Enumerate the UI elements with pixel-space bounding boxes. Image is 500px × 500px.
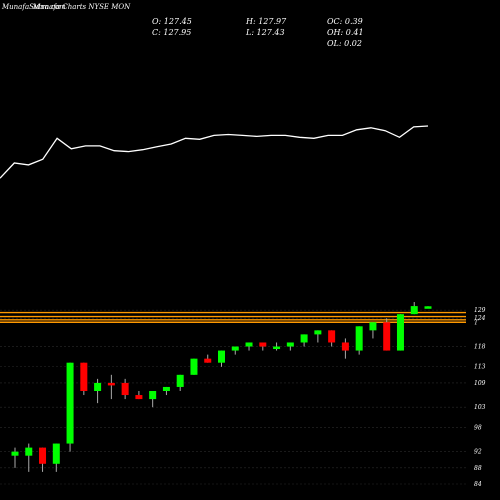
candle-body	[107, 382, 115, 386]
y-tick-label: 98	[474, 424, 482, 431]
candle-body	[94, 382, 102, 391]
candle-body	[52, 443, 60, 464]
candle-body	[162, 386, 170, 391]
candle-body	[204, 358, 212, 363]
candle-body	[410, 306, 418, 315]
candle-body	[355, 326, 363, 351]
resistance-lines	[0, 311, 466, 323]
candle-body	[424, 306, 432, 309]
y-tick-label: 129	[474, 307, 486, 314]
y-tick-label: 84	[474, 481, 482, 488]
candle-body	[259, 342, 267, 347]
y-tick-label: 124	[474, 315, 486, 322]
candle-body	[80, 362, 88, 391]
grid-lines	[0, 309, 466, 485]
candles	[11, 302, 432, 472]
candle-body	[176, 374, 184, 387]
candle-body	[396, 314, 404, 351]
stat-oh: OH: 0.41	[327, 28, 364, 37]
stat-low: L: 127.43	[245, 28, 285, 37]
candle-body	[286, 342, 294, 347]
candle-body	[383, 322, 391, 351]
candle-body	[190, 358, 198, 375]
candle-body	[300, 334, 308, 343]
stat-oc: OC: 0.39	[327, 17, 363, 26]
stat-close: C: 127.95	[152, 28, 191, 37]
watermark: MunafaSutra.com	[1, 3, 66, 11]
y-tick-label: 109	[474, 380, 486, 387]
candle-body	[328, 330, 336, 343]
y-tick-label: 113	[474, 364, 486, 371]
stat-high: H: 127.97	[245, 17, 287, 26]
chart-title: Munafa Charts NYSE MON	[32, 3, 131, 11]
candle-body	[231, 346, 239, 351]
candle-body	[66, 362, 74, 444]
candle-body	[341, 342, 349, 351]
y-tick-label: 103	[474, 404, 486, 411]
candle-body	[245, 342, 253, 347]
candle-body	[273, 346, 281, 350]
indicator-path	[0, 125, 429, 179]
candle-body	[121, 382, 129, 396]
candle-body	[369, 322, 377, 331]
y-tick-label: 88	[474, 465, 482, 472]
stat-ol: OL: 0.02	[327, 39, 362, 48]
stat-open: O: 127.45	[152, 17, 192, 26]
candle-body	[218, 350, 225, 363]
y-tick-label: 118	[474, 344, 486, 351]
y-tick-label: 92	[474, 449, 482, 456]
candle-body	[11, 451, 19, 456]
candle-body	[149, 391, 157, 400]
y-tick-label: T	[474, 319, 479, 326]
candle-body	[314, 330, 322, 335]
candle-body	[135, 395, 143, 400]
indicator-line	[0, 125, 429, 179]
candle-body	[25, 447, 33, 456]
candle-body	[39, 447, 47, 464]
